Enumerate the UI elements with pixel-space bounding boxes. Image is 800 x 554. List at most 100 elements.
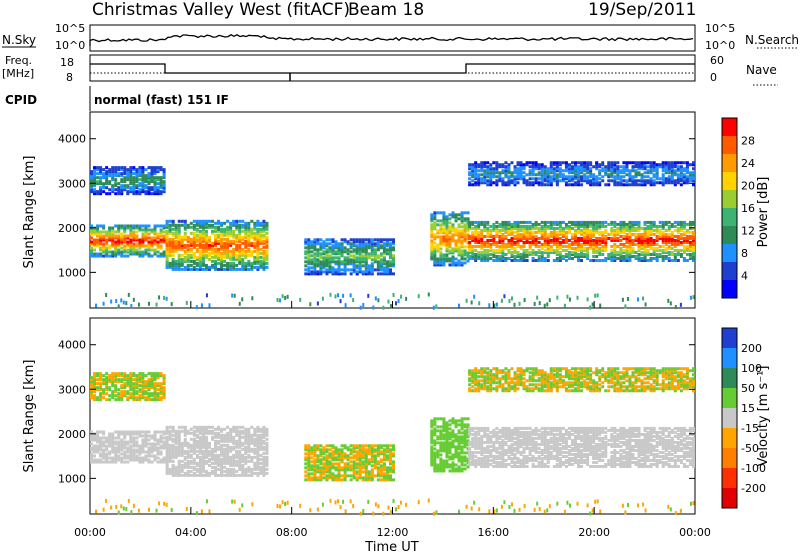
power-cell	[192, 259, 196, 263]
power-cell	[661, 222, 665, 226]
power-cell	[328, 264, 332, 268]
power-cell	[138, 168, 142, 172]
velocity-cell	[117, 456, 121, 460]
velocity-cell	[256, 449, 260, 453]
power-cell	[570, 179, 574, 183]
power-cell	[307, 270, 311, 274]
power-cell	[474, 232, 478, 236]
power-cell	[141, 172, 145, 176]
power-cell	[577, 183, 581, 187]
power-cell	[343, 258, 347, 262]
power-cell	[207, 239, 211, 243]
velocity-cell	[307, 460, 311, 464]
velocity-cell	[247, 429, 251, 433]
velocity-cell	[214, 457, 218, 461]
velocity-cell	[226, 425, 230, 429]
power-cell	[555, 173, 559, 177]
power-cell	[430, 239, 434, 243]
velocity-cell	[132, 432, 136, 436]
power-cell	[373, 252, 377, 256]
power-cell	[513, 230, 517, 234]
power-cell	[525, 173, 529, 177]
power-cell	[592, 250, 596, 254]
velocity-cell	[319, 444, 323, 448]
power-cell	[220, 233, 224, 237]
power-cell	[592, 173, 596, 177]
power-cell	[198, 225, 202, 229]
power-cell	[492, 238, 496, 242]
velocity-cell	[129, 452, 133, 456]
velocity-cell	[250, 449, 254, 453]
power-cell	[652, 228, 656, 232]
velocity-cell	[349, 466, 353, 470]
power-cell	[613, 175, 617, 179]
power-cell	[546, 179, 550, 183]
power-cell	[531, 167, 535, 171]
power-cell	[643, 165, 647, 169]
velocity-cell	[150, 450, 154, 454]
power-cell	[220, 241, 224, 245]
velocity-cell	[159, 460, 163, 464]
velocity-cell	[177, 453, 181, 457]
power-cell	[108, 228, 112, 232]
power-cell	[122, 300, 125, 305]
power-cell	[580, 254, 584, 258]
power-cell	[682, 246, 686, 250]
power-cell	[340, 244, 344, 248]
power-cell	[567, 179, 571, 183]
power-cell	[670, 167, 674, 171]
power-cell	[111, 184, 115, 188]
power-cell	[492, 226, 496, 230]
power-cell	[144, 248, 148, 252]
velocity-cell	[123, 460, 127, 464]
power-cell	[664, 250, 668, 254]
power-cell	[445, 223, 449, 227]
velocity-cell	[355, 478, 359, 482]
power-cell	[531, 169, 535, 173]
power-cell	[259, 261, 263, 265]
power-cell	[337, 244, 341, 248]
velocity-cell	[198, 469, 202, 473]
power-cell	[253, 237, 257, 241]
power-cell	[595, 179, 599, 183]
power-cell	[439, 243, 443, 247]
power-cell	[610, 238, 614, 242]
power-cell	[361, 256, 365, 260]
velocity-cell	[183, 439, 187, 443]
power-cell	[343, 240, 347, 244]
power-cell	[211, 249, 214, 253]
velocity-cell	[322, 470, 326, 474]
power-cell	[96, 172, 100, 176]
power-cell	[165, 247, 169, 251]
power-cell	[352, 256, 356, 260]
power-cell	[150, 186, 154, 190]
power-cell	[622, 161, 626, 165]
power-cell	[115, 298, 118, 303]
power-cell	[430, 217, 434, 221]
power-cell	[670, 232, 674, 236]
power-cell	[379, 268, 383, 272]
velocity-cell	[223, 469, 227, 473]
power-cell	[241, 247, 245, 251]
power-cell	[165, 259, 169, 263]
power-cell	[480, 165, 484, 169]
velocity-cell	[144, 450, 148, 454]
power-cell	[96, 226, 100, 230]
velocity-cell	[207, 441, 211, 445]
power-cell	[583, 224, 587, 228]
power-cell	[561, 238, 565, 242]
power-cell	[135, 180, 139, 184]
power-cell	[580, 259, 584, 262]
power-cell	[232, 255, 236, 259]
power-cell	[223, 267, 227, 271]
power-cell	[561, 169, 565, 173]
power-cell	[358, 252, 362, 256]
power-cell	[364, 252, 368, 256]
power-cell	[150, 236, 154, 240]
power-cell	[558, 246, 562, 250]
power-cell	[513, 165, 517, 169]
power-cell	[165, 235, 169, 239]
power-cell	[339, 299, 342, 304]
power-cell	[531, 250, 535, 254]
power-cell	[108, 246, 112, 250]
